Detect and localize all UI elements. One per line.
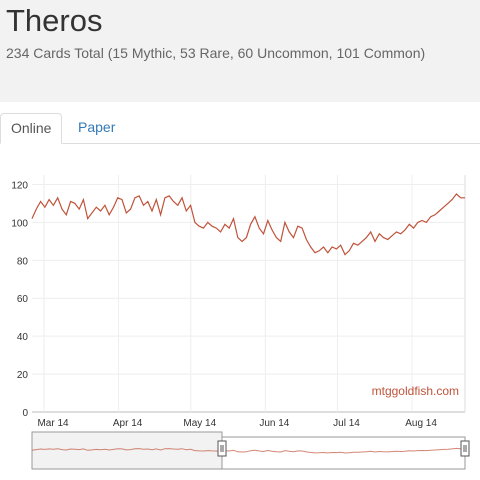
x-tick-label: Aug 14 bbox=[405, 418, 437, 429]
y-tick-label: 20 bbox=[17, 370, 29, 381]
watermark-text: mtggoldfish.com bbox=[372, 384, 459, 398]
y-axis: 0 20 40 60 80 100 120 bbox=[11, 180, 28, 419]
tab-paper[interactable]: Paper bbox=[78, 119, 116, 135]
price-line bbox=[31, 193, 465, 256]
page-header: Theros 234 Cards Total (15 Mythic, 53 Ra… bbox=[0, 0, 480, 102]
y-tick-label: 40 bbox=[17, 332, 29, 343]
y-tick-label: 0 bbox=[22, 408, 28, 419]
card-count-summary: 234 Cards Total (15 Mythic, 53 Rare, 60 … bbox=[6, 45, 426, 61]
price-history-chart[interactable]: 0 20 40 60 80 100 120 Mar 14 Apr 14 May 14 Jun 14… bbox=[0, 145, 480, 480]
x-tick-label: Jul 14 bbox=[333, 418, 360, 429]
y-tick-label: 80 bbox=[17, 256, 29, 267]
chart-grid bbox=[32, 175, 466, 413]
y-tick-label: 100 bbox=[11, 218, 28, 229]
x-axis: Mar 14 Apr 14 May 14 Jun 14 Jul 14 Aug 14 bbox=[37, 418, 437, 429]
y-tick-label: 60 bbox=[17, 294, 29, 305]
navigator-right-handle[interactable] bbox=[460, 440, 470, 457]
tab-online[interactable]: Online bbox=[0, 113, 63, 144]
range-navigator[interactable] bbox=[31, 431, 470, 470]
navigator-line bbox=[31, 447, 465, 454]
navigator-left-handle[interactable] bbox=[217, 440, 227, 457]
x-tick-label: Mar 14 bbox=[37, 418, 69, 429]
x-tick-label: May 14 bbox=[183, 418, 216, 429]
x-tick-label: Apr 14 bbox=[113, 418, 143, 429]
price-tabs: Online Paper bbox=[0, 113, 480, 144]
y-tick-label: 120 bbox=[11, 180, 28, 191]
x-tick-label: Jun 14 bbox=[259, 418, 289, 429]
page-title: Theros bbox=[6, 3, 103, 38]
